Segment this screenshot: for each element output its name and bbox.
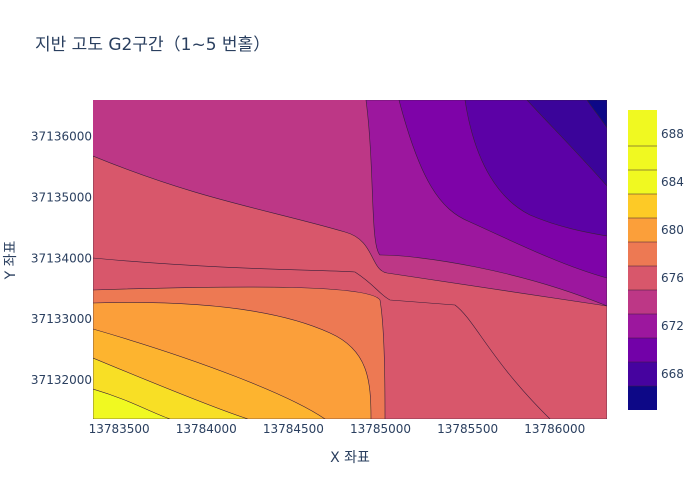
colorbar-segment: [628, 218, 657, 242]
x-tick-label: 13785000: [350, 422, 411, 436]
colorbar-tick-label: 672: [661, 319, 684, 333]
y-tick-label: 37135000: [31, 190, 92, 204]
x-tick-label: 13784000: [176, 422, 237, 436]
colorbar-segment: [628, 338, 657, 362]
y-axis-ticks: 37132000 37133000 37134000 37135000 37136000: [31, 130, 92, 388]
contour-band-666: [586, 100, 607, 129]
x-tick-label: 13785500: [437, 422, 498, 436]
y-tick-label: 37134000: [31, 251, 92, 265]
colorbar-segment: [628, 266, 657, 290]
x-tick-label: 13783500: [89, 422, 150, 436]
colorbar-tick-label: 676: [661, 271, 684, 285]
colorbar-segment: [628, 290, 657, 314]
y-tick-label: 37133000: [31, 312, 92, 326]
colorbar-segment: [628, 386, 657, 410]
colorbar-tick-label: 680: [661, 223, 684, 237]
x-tick-label: 13784500: [263, 422, 324, 436]
x-axis-title: X 좌표: [330, 450, 370, 466]
colorbar-tick-label: 688: [661, 127, 684, 141]
y-axis-title: Y 좌표: [3, 241, 19, 281]
y-tick-label: 37136000: [31, 130, 92, 144]
colorbar-segment: [628, 194, 657, 218]
colorbar-segment: [628, 314, 657, 338]
colorbar-tick-label: 684: [661, 175, 684, 189]
colorbar-tick-label: 668: [661, 367, 684, 381]
colorbar-ticks: 668 672 676 680 684 688: [661, 127, 684, 381]
contour-band-689: [93, 388, 171, 419]
colorbar-segment: [628, 362, 657, 386]
contour-band-668: [526, 100, 607, 187]
colorbar-segment: [628, 242, 657, 266]
colorbar: [628, 110, 657, 410]
contour-plot-area: [93, 100, 607, 419]
y-tick-label: 37132000: [31, 373, 92, 387]
x-axis-ticks: 13783500 13784000 13784500 13785000 13785500…: [89, 422, 586, 436]
chart-title: 지반 고도 G2구간（1~5 번홀）: [35, 35, 270, 55]
colorbar-segment: [628, 110, 657, 194]
x-tick-label: 13786000: [524, 422, 585, 436]
